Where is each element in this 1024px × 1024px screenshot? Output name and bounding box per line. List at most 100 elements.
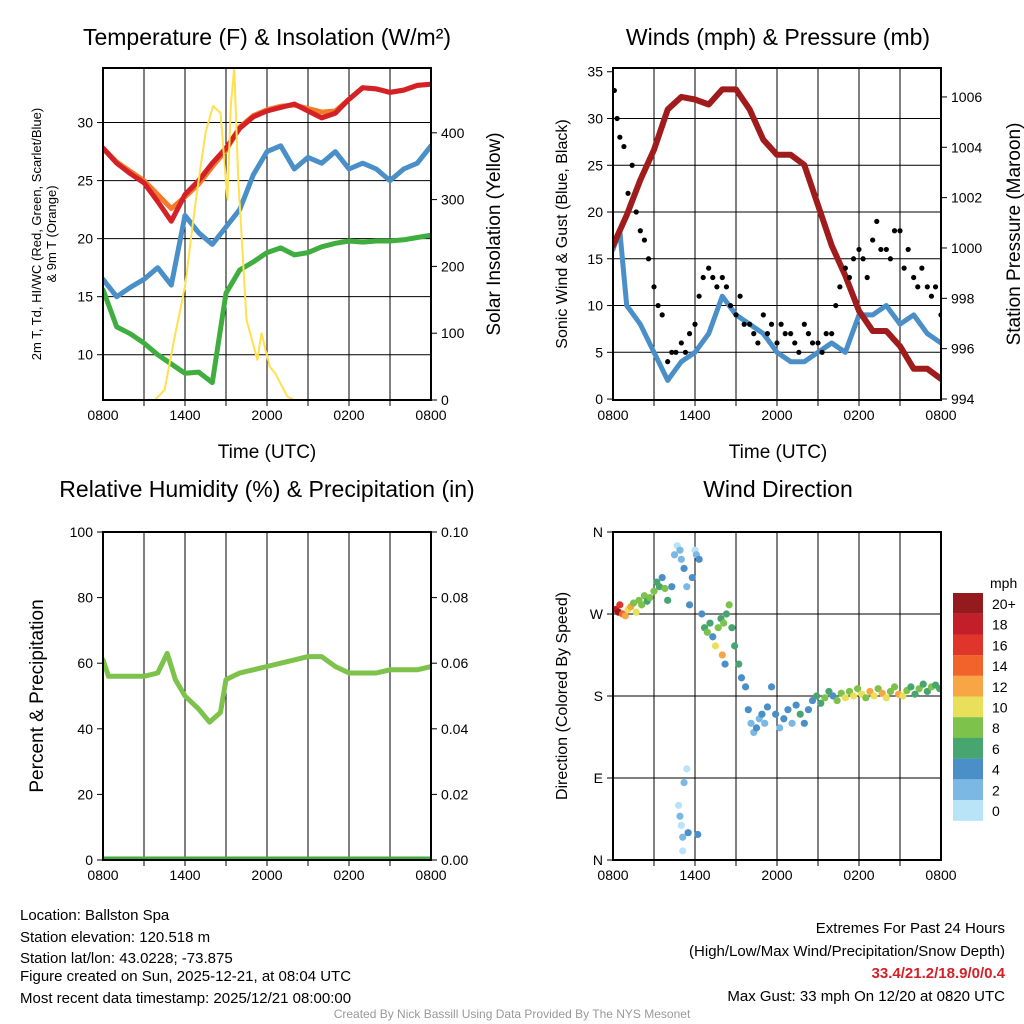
direction-point bbox=[676, 546, 684, 554]
gust-point bbox=[747, 321, 753, 327]
direction-point bbox=[632, 608, 640, 616]
y-right-tick-label: 1002 bbox=[951, 190, 982, 206]
gust-point bbox=[700, 274, 706, 281]
gust-point bbox=[665, 359, 671, 365]
x-tick-label: 1400 bbox=[679, 867, 710, 883]
gust-point bbox=[764, 331, 771, 337]
y-tick-label: 0 bbox=[595, 391, 603, 407]
gust-point bbox=[727, 302, 734, 309]
gust-point bbox=[801, 321, 807, 327]
footer-elevation: Station elevation: 120.518 m bbox=[20, 929, 210, 946]
gust-point bbox=[760, 312, 766, 318]
direction-point bbox=[650, 587, 658, 595]
gust-point bbox=[692, 321, 698, 327]
y-tick-label: 20 bbox=[77, 786, 93, 802]
y-right-tick-label: 0.00 bbox=[441, 852, 468, 868]
gust-point bbox=[733, 312, 739, 318]
gust-point bbox=[723, 284, 730, 290]
series-sonic-wind bbox=[613, 228, 941, 383]
colorbar-label: 20+ bbox=[992, 596, 1016, 612]
y-right-tick-label: 100 bbox=[441, 325, 465, 341]
y-right-axis-label: Solar Insolation (Yellow) bbox=[484, 132, 505, 335]
gust-point bbox=[860, 256, 866, 262]
direction-point bbox=[821, 694, 829, 702]
panel-title: Wind Direction bbox=[703, 476, 853, 502]
gust-point bbox=[737, 293, 743, 299]
direction-point bbox=[731, 642, 739, 650]
direction-point bbox=[721, 660, 729, 668]
x-tick-label: 1400 bbox=[169, 867, 200, 883]
colorbar-label: 0 bbox=[992, 803, 1000, 819]
x-tick-label: 2000 bbox=[251, 867, 282, 883]
direction-point bbox=[833, 696, 841, 705]
y-right-tick-label: 994 bbox=[951, 391, 975, 407]
y-tick-label: 60 bbox=[77, 655, 93, 671]
colorbar-swatch bbox=[953, 593, 983, 614]
y-tick-label: 5 bbox=[595, 344, 603, 360]
direction-point bbox=[684, 829, 692, 837]
gust-point bbox=[878, 246, 884, 253]
colorbar-label: 4 bbox=[992, 762, 1000, 778]
direction-point bbox=[698, 610, 706, 618]
gust-point bbox=[915, 284, 921, 290]
gust-point bbox=[633, 209, 639, 215]
x-tick-label: 0800 bbox=[597, 867, 628, 883]
gust-point bbox=[842, 265, 848, 271]
x-tick-label: 0800 bbox=[415, 407, 446, 423]
gust-point bbox=[883, 246, 889, 253]
credit: Created By Nick Bassill Using Data Provi… bbox=[334, 1007, 691, 1021]
gust-point bbox=[924, 284, 930, 290]
gust-point bbox=[782, 331, 788, 337]
gust-point bbox=[846, 274, 853, 281]
direction-point bbox=[668, 583, 676, 591]
x-tick-label: 2000 bbox=[761, 407, 792, 423]
gust-point bbox=[887, 256, 894, 262]
gust-point bbox=[897, 228, 903, 234]
max-gust: Max Gust: 33 mph On 12/20 at 0820 UTC bbox=[727, 988, 1005, 1005]
direction-point bbox=[677, 821, 685, 829]
gust-point bbox=[651, 284, 657, 290]
direction-point bbox=[854, 685, 862, 693]
x-tick-label: 0200 bbox=[333, 867, 364, 883]
series-2m-t bbox=[103, 81, 431, 224]
gust-point bbox=[641, 237, 648, 243]
x-tick-label: 1400 bbox=[679, 407, 710, 423]
y-right-tick-label: 1000 bbox=[951, 240, 982, 256]
y-right-tick-label: 0.06 bbox=[441, 655, 468, 671]
gust-point bbox=[673, 349, 679, 355]
direction-point bbox=[706, 619, 714, 627]
colorbar-label: 8 bbox=[992, 720, 1000, 736]
direction-point bbox=[680, 564, 688, 573]
y-right-axis-label: Station Pressure (Maroon) bbox=[1004, 123, 1024, 346]
plot-area bbox=[613, 542, 941, 855]
gust-point bbox=[815, 340, 821, 346]
gust-point bbox=[774, 340, 780, 346]
direction-point bbox=[741, 683, 750, 691]
x-tick-label: 0800 bbox=[415, 867, 446, 883]
direction-point bbox=[616, 601, 624, 609]
footer-location: Location: Ballston Spa bbox=[20, 907, 170, 924]
colorbar-swatch bbox=[953, 737, 983, 759]
direction-point bbox=[655, 583, 664, 591]
gust-point bbox=[833, 302, 839, 309]
plot-frame bbox=[612, 531, 942, 861]
colorbar-swatch bbox=[953, 634, 983, 656]
direction-point bbox=[911, 690, 919, 698]
colorbar-swatch bbox=[953, 675, 983, 697]
gust-point bbox=[768, 321, 775, 327]
gust-point bbox=[614, 115, 620, 122]
y-tick-label: 30 bbox=[77, 115, 93, 131]
y-right-tick-label: 998 bbox=[951, 290, 975, 306]
y-tick-label: 25 bbox=[587, 157, 603, 173]
direction-point bbox=[800, 719, 808, 727]
series-station-pressure bbox=[613, 86, 941, 382]
y-axis-label: 2m T, Td, HI/WC (Red, Green, Scarlet/Blu… bbox=[29, 108, 44, 360]
gust-point bbox=[710, 274, 716, 281]
colorbar-label: 6 bbox=[992, 741, 1000, 757]
direction-point bbox=[695, 555, 703, 563]
direction-point bbox=[683, 583, 691, 591]
x-tick-label: 0800 bbox=[925, 407, 956, 423]
x-tick-label: 0200 bbox=[333, 407, 364, 423]
x-tick-label: 0800 bbox=[925, 867, 956, 883]
